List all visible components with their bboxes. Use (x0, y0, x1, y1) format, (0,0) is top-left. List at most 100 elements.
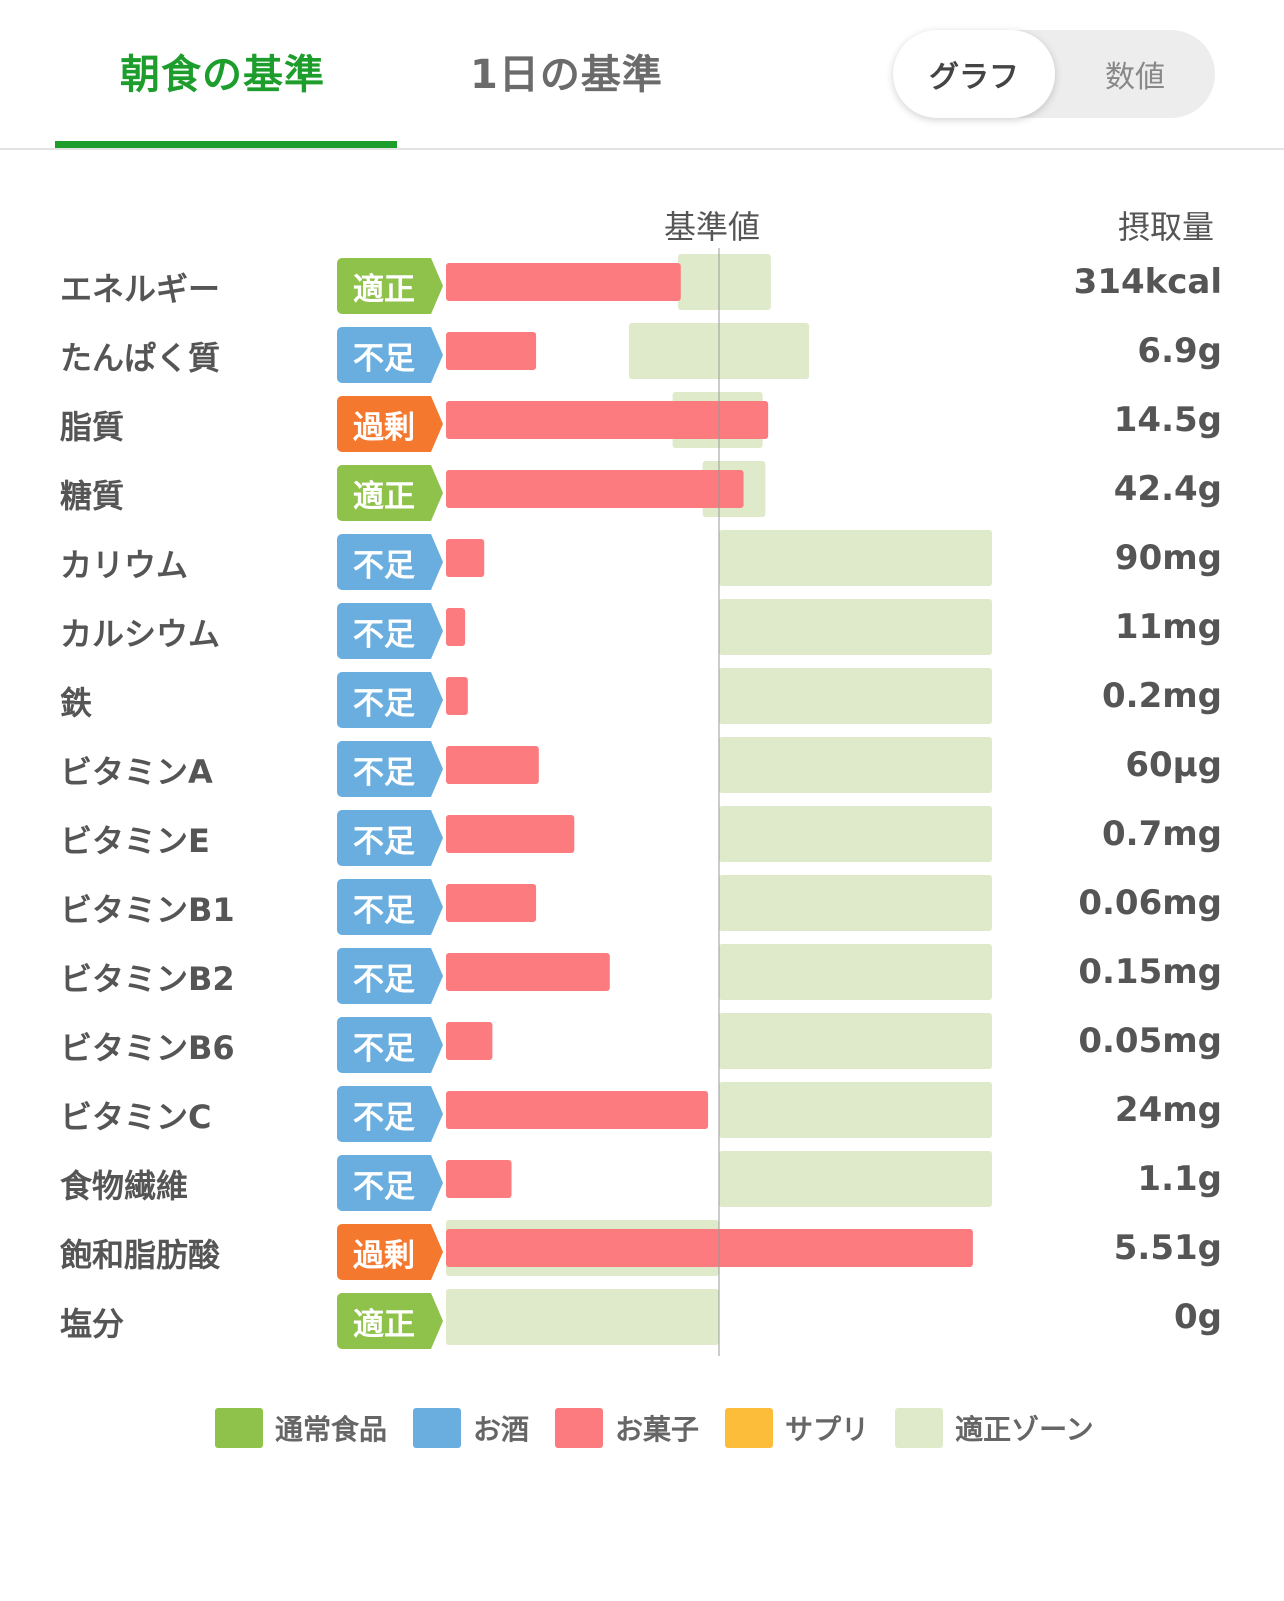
status-badge: 過剰 (337, 1224, 443, 1280)
intake-value: 90mg (1114, 538, 1222, 578)
legend-label: お酒 (473, 1413, 530, 1446)
intake-bar-10 (446, 953, 610, 991)
intake-bar-1 (446, 332, 537, 370)
status-badge-arrow (431, 534, 443, 590)
status-badge: 不足 (337, 327, 443, 383)
legend-item: 適正ゾーン (895, 1408, 1094, 1448)
nutrient-row: 塩分 適正 0g (0, 1287, 1284, 1355)
status-badge: 不足 (337, 534, 443, 590)
status-badge-label: 適正 (337, 1293, 431, 1349)
toggle-number-option[interactable]: 数値 (1105, 60, 1165, 95)
legend-item: サプリ (725, 1408, 869, 1448)
nutrient-row: 脂質 過剰 14.5g (0, 390, 1284, 458)
nutrient-row: ビタミンB2 不足 0.15mg (0, 942, 1284, 1010)
status-badge-label: 不足 (337, 1017, 431, 1073)
status-badge: 不足 (337, 603, 443, 659)
legend-label: 適正ゾーン (955, 1413, 1094, 1446)
status-badge: 不足 (337, 948, 443, 1004)
status-badge-arrow (431, 396, 443, 452)
nutrient-label: カルシウム (60, 615, 221, 653)
legend-item: お酒 (413, 1408, 529, 1448)
intake-bar-5 (446, 608, 466, 646)
nutrient-row: 食物繊維 不足 1.1g (0, 1149, 1284, 1217)
nutrient-label: 塩分 (60, 1305, 125, 1343)
tab-bar: 朝食の基準 1日の基準 グラフ 数値 (0, 0, 1284, 150)
status-badge-arrow (431, 672, 443, 728)
intake-value: 11mg (1114, 607, 1222, 647)
status-badge: 適正 (337, 1293, 443, 1349)
status-badge-arrow (431, 603, 443, 659)
legend-label: 通常食品 (275, 1413, 388, 1446)
zone-11 (719, 1013, 992, 1069)
zone-8 (719, 806, 992, 862)
nutrient-label: ビタミンC (60, 1098, 212, 1136)
intake-bar-7 (446, 746, 539, 784)
tab-breakfast-standard[interactable]: 朝食の基準 (120, 52, 325, 98)
intake-value: 24mg (1114, 1090, 1222, 1130)
zone-12 (719, 1082, 992, 1138)
intake-bar-2 (446, 401, 769, 439)
toggle-graph-option[interactable]: グラフ (893, 30, 1055, 118)
nutrient-row: ビタミンB6 不足 0.05mg (0, 1011, 1284, 1079)
status-badge: 過剰 (337, 396, 443, 452)
intake-value: 0.06mg (1078, 883, 1222, 923)
intake-value: 0.05mg (1078, 1021, 1222, 1061)
zone-5 (719, 599, 992, 655)
reference-header: 基準値 (664, 208, 761, 246)
status-badge: 不足 (337, 1017, 443, 1073)
status-badge-label: 過剰 (337, 396, 431, 452)
intake-value: 42.4g (1113, 469, 1222, 509)
intake-bar-12 (446, 1091, 709, 1129)
intake-value: 14.5g (1113, 400, 1222, 440)
intake-value: 60μg (1125, 745, 1222, 785)
status-badge-arrow (431, 1017, 443, 1073)
legend-swatch (555, 1408, 604, 1448)
status-badge: 適正 (337, 258, 443, 314)
status-badge-label: 不足 (337, 534, 431, 590)
nutrient-row: ビタミンC 不足 24mg (0, 1080, 1284, 1148)
nutrient-label: ビタミンA (60, 753, 213, 791)
nutrient-row: 飽和脂肪酸 過剰 5.51g (0, 1218, 1284, 1286)
status-badge-label: 不足 (337, 1155, 431, 1211)
intake-bar-9 (446, 884, 537, 922)
nutrient-row: 鉄 不足 0.2mg (0, 666, 1284, 734)
view-toggle[interactable]: グラフ 数値 (893, 30, 1215, 118)
intake-value: 314kcal (1073, 262, 1222, 302)
status-badge-arrow (431, 948, 443, 1004)
nutrient-label: 食物繊維 (60, 1167, 189, 1205)
zone-4 (719, 530, 992, 586)
status-badge-arrow (431, 810, 443, 866)
status-badge: 適正 (337, 465, 443, 521)
intake-bar-0 (446, 263, 681, 301)
status-badge-label: 過剰 (337, 1224, 431, 1280)
nutrient-row: たんぱく質 不足 6.9g (0, 321, 1284, 389)
status-badge-label: 不足 (337, 879, 431, 935)
status-badge-label: 不足 (337, 672, 431, 728)
intake-value: 0g (1174, 1297, 1222, 1337)
chart-legend: 通常食品 お酒 お菓子 サプリ 適正ゾーン (215, 1406, 1120, 1450)
legend-swatch (725, 1408, 774, 1448)
tab-daily-standard[interactable]: 1日の基準 (470, 52, 663, 98)
zone-9 (719, 875, 992, 931)
nutrient-label: ビタミンB1 (60, 891, 235, 929)
status-badge-label: 不足 (337, 603, 431, 659)
status-badge-arrow (431, 1293, 443, 1349)
intake-value: 6.9g (1137, 331, 1222, 371)
status-badge: 不足 (337, 741, 443, 797)
nutrient-label: エネルギー (60, 270, 221, 308)
nutrient-row: 糖質 適正 42.4g (0, 459, 1284, 527)
status-badge-arrow (431, 741, 443, 797)
legend-item: 通常食品 (215, 1408, 387, 1448)
zone-6 (719, 668, 992, 724)
intake-bar-8 (446, 815, 575, 853)
intake-bar-13 (446, 1160, 512, 1198)
nutrient-label: ビタミンE (60, 822, 210, 860)
intake-header: 摂取量 (1118, 208, 1215, 246)
status-badge-label: 適正 (337, 465, 431, 521)
nutrient-row: カリウム 不足 90mg (0, 528, 1284, 596)
legend-swatch (895, 1408, 944, 1448)
active-tab-indicator (55, 141, 397, 148)
nutrient-row: ビタミンE 不足 0.7mg (0, 804, 1284, 872)
status-badge: 不足 (337, 879, 443, 935)
